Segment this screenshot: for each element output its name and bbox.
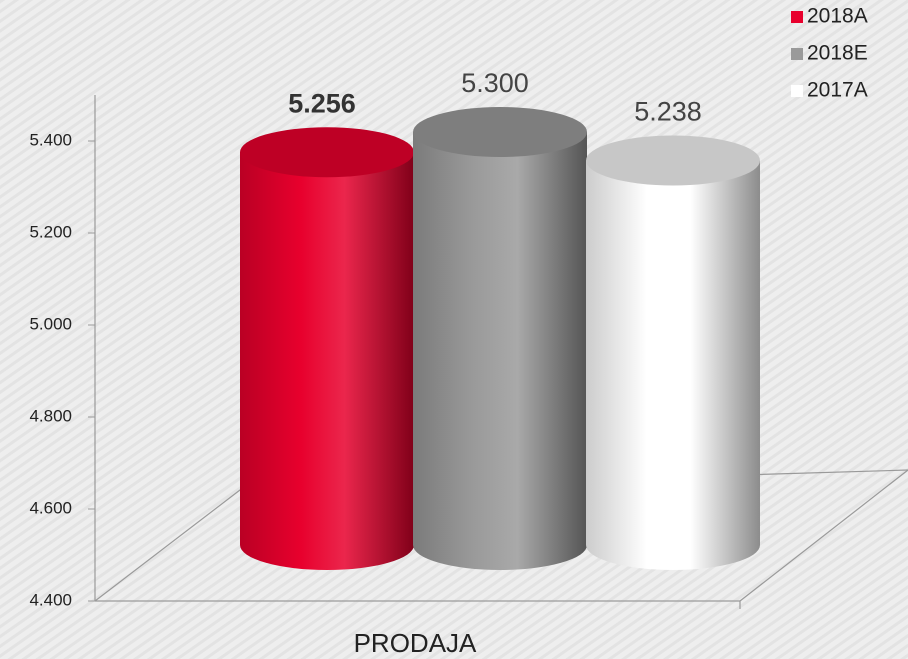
y-tick-label: 4.400 xyxy=(29,590,72,609)
cylinder xyxy=(240,152,414,571)
cylinder-top xyxy=(240,127,414,178)
legend-marker xyxy=(791,48,803,60)
cylinder-top xyxy=(586,135,760,186)
value-label: 5.256 xyxy=(288,88,356,118)
legend-label: 2018E xyxy=(807,42,868,65)
y-tick-label: 5.200 xyxy=(29,222,72,241)
cylinder-top xyxy=(413,107,587,157)
cylinder xyxy=(586,160,760,570)
legend-marker xyxy=(791,11,803,23)
y-tick-label: 4.600 xyxy=(29,498,72,517)
y-tick-label: 4.800 xyxy=(29,406,72,425)
y-tick-label: 5.000 xyxy=(29,314,72,333)
value-label: 5.300 xyxy=(461,68,529,98)
legend-marker xyxy=(791,85,803,97)
legend-label: 2018A xyxy=(807,5,868,28)
y-tick-label: 5.400 xyxy=(29,130,72,149)
legend-label: 2017A xyxy=(807,79,868,102)
category-label: PRODAJA xyxy=(354,628,477,658)
cylinder xyxy=(413,132,587,570)
value-label: 5.238 xyxy=(634,97,702,127)
